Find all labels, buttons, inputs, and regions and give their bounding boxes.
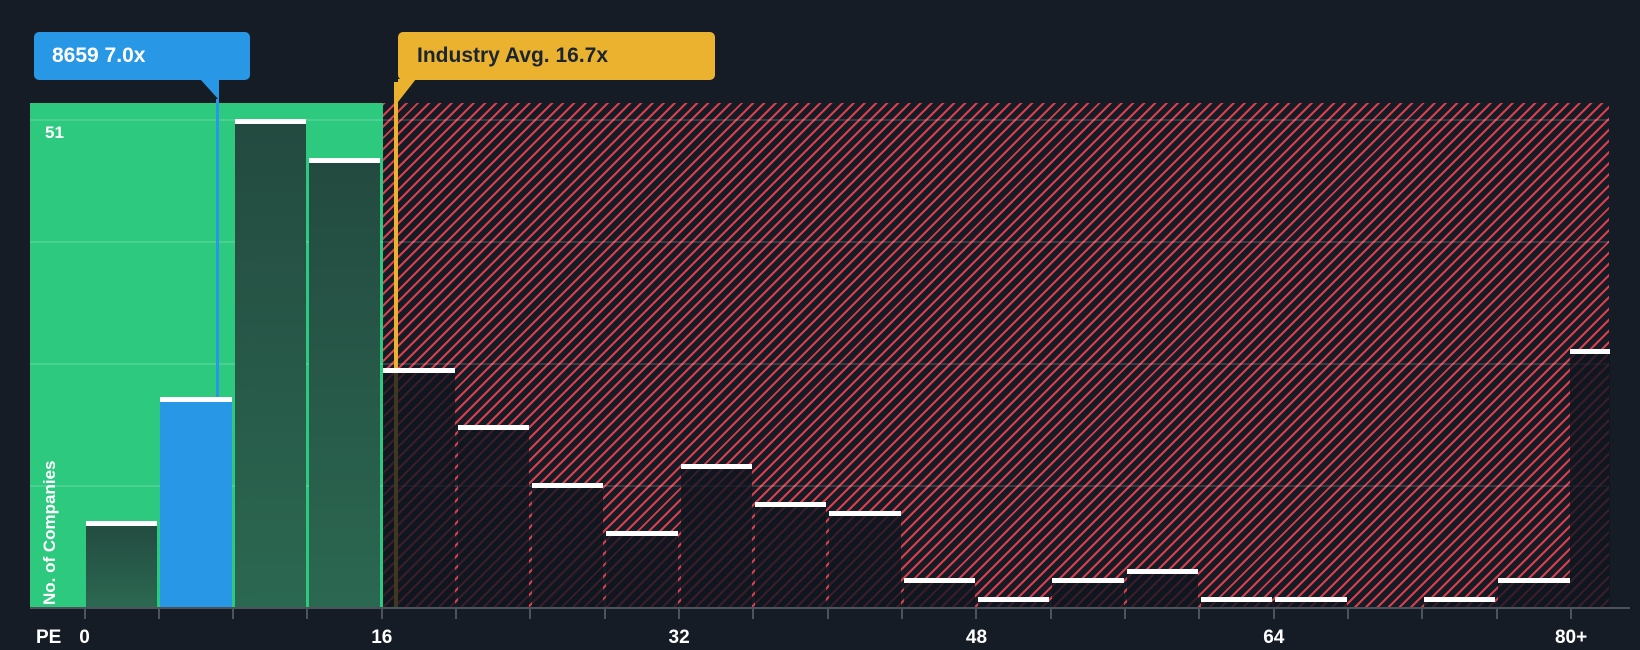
company-callout: 8659 7.0x <box>34 32 250 80</box>
histogram-bar-8-12[interactable] <box>234 119 307 607</box>
histogram-bar-36-40[interactable] <box>754 501 827 607</box>
histogram-bar-48-52[interactable] <box>977 597 1050 607</box>
x-tick-label: 16 <box>371 627 393 648</box>
company-callout-pointer-icon <box>200 79 219 100</box>
x-axis-tick <box>975 609 978 619</box>
x-axis-tick <box>752 609 755 619</box>
histogram-bar-72-76[interactable] <box>1423 597 1496 607</box>
x-tick-label: 32 <box>668 627 690 648</box>
x-axis-tick <box>83 609 86 619</box>
x-axis-tick <box>1049 609 1052 619</box>
y-axis-max-label: 51 <box>45 123 64 142</box>
histogram-bar-20-24[interactable] <box>457 425 530 607</box>
x-axis-title: PE <box>36 627 62 648</box>
x-axis-tick <box>1198 609 1201 619</box>
x-axis-tick <box>1272 609 1275 619</box>
x-axis-tick <box>901 609 904 619</box>
industry-average-line <box>394 82 398 608</box>
x-axis-tick <box>1124 609 1127 619</box>
y-gridline <box>30 241 1609 244</box>
y-gridline <box>30 363 1609 366</box>
y-gridline <box>30 485 1609 488</box>
x-tick-label: 80+ <box>1554 627 1588 648</box>
histogram-bar-40-44[interactable] <box>829 511 901 607</box>
x-axis-tick <box>1347 609 1350 619</box>
histogram-bar-76-80[interactable] <box>1498 578 1570 607</box>
histogram-bar-12-16[interactable] <box>308 157 381 607</box>
histogram-bar-64-68[interactable] <box>1275 597 1347 607</box>
histogram-bar-24-28[interactable] <box>531 482 604 607</box>
x-axis-tick <box>678 609 681 619</box>
x-axis-tick <box>826 609 829 619</box>
histogram-bar-44-48[interactable] <box>903 578 976 607</box>
x-axis-tick <box>603 609 606 619</box>
histogram-bar-32-36[interactable] <box>680 463 753 607</box>
histogram-bar-0-4[interactable] <box>86 520 158 607</box>
x-tick-label: 0 <box>79 627 90 648</box>
industry-average-callout-text: Industry Avg. 16.7x <box>417 44 609 67</box>
histogram-bar-28-32[interactable] <box>606 530 678 607</box>
industry-average-callout: Industry Avg. 16.7x <box>398 32 715 80</box>
x-axis-tick <box>529 609 532 619</box>
histogram-bar-4-8[interactable] <box>160 396 232 607</box>
x-axis-tick <box>306 609 309 619</box>
company-callout-text: 8659 7.0x <box>52 44 146 67</box>
x-axis-tick <box>232 609 235 619</box>
histogram-bar-56-60[interactable] <box>1126 568 1199 607</box>
histogram-bar-52-56[interactable] <box>1052 578 1124 607</box>
x-axis-line <box>30 607 1630 609</box>
histogram-bar-80+[interactable] <box>1570 348 1611 607</box>
y-axis-title: No. of Companies <box>40 460 59 605</box>
x-axis-tick <box>157 609 160 619</box>
x-tick-label: 64 <box>1263 627 1285 648</box>
x-axis-tick <box>455 609 458 619</box>
company-marker-line <box>216 99 219 397</box>
x-tick-label: 48 <box>965 627 988 648</box>
x-axis-tick <box>1495 609 1498 619</box>
industry-average-callout-pointer-icon <box>398 79 416 102</box>
x-axis-tick <box>1570 609 1573 619</box>
x-axis-tick <box>1421 609 1424 619</box>
histogram-bar-16-20[interactable] <box>383 368 455 607</box>
x-axis-tick <box>380 609 383 619</box>
y-gridline <box>30 119 1609 122</box>
histogram-bar-60-64[interactable] <box>1200 597 1273 607</box>
